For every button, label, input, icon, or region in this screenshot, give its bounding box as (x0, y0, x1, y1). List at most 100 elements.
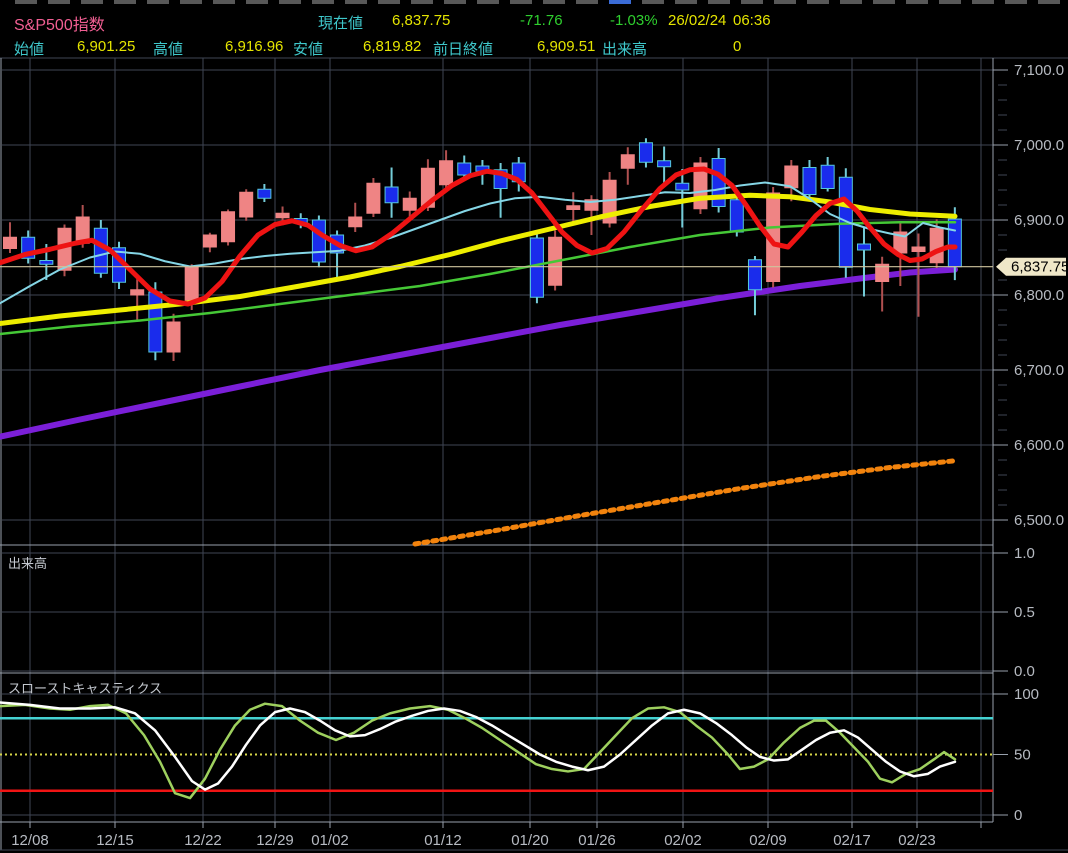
candle-down[interactable] (257, 188, 272, 199)
open-label: 始値 (14, 41, 45, 58)
quote-date: 26/02/24 (668, 12, 727, 29)
stoch-percent-k-line (0, 702, 957, 800)
price-axis-label: 6,900.0 (1014, 212, 1064, 229)
date-axis-label: 12/29 (256, 832, 294, 849)
top-tab[interactable] (378, 0, 400, 4)
candle-up[interactable] (166, 321, 181, 353)
candle-up[interactable] (420, 167, 435, 208)
top-tab[interactable] (279, 0, 301, 4)
top-tab[interactable] (906, 0, 928, 4)
header-volume-value: 0 (733, 38, 742, 55)
stoch-percent-d-line (0, 701, 957, 791)
low-value: 6,819.82 (363, 38, 422, 55)
candle-up[interactable] (584, 199, 599, 211)
instrument-title: S&P500指数 (14, 17, 105, 34)
quote-time: 06:36 (733, 12, 771, 29)
candle-down[interactable] (384, 186, 399, 204)
top-tab[interactable] (741, 0, 763, 4)
top-tab[interactable] (972, 0, 994, 4)
top-tab[interactable] (147, 0, 169, 4)
top-tab[interactable] (477, 0, 499, 4)
top-tab[interactable] (411, 0, 433, 4)
prev-close-value: 6,909.51 (537, 38, 596, 55)
candle-up[interactable] (875, 263, 890, 282)
candle-up[interactable] (439, 160, 454, 186)
top-tab[interactable] (939, 0, 961, 4)
top-tab[interactable] (180, 0, 202, 4)
top-tab[interactable] (642, 0, 664, 4)
top-tab[interactable] (675, 0, 697, 4)
candle-down[interactable] (638, 142, 653, 163)
top-tab[interactable] (576, 0, 598, 4)
candle-down[interactable] (856, 243, 871, 251)
candle-down[interactable] (820, 164, 835, 189)
top-tab[interactable] (543, 0, 565, 4)
open-value: 6,901.25 (77, 38, 136, 55)
candle-up[interactable] (130, 289, 145, 296)
prev-close-label: 前日終値 (433, 41, 494, 58)
top-tab[interactable] (48, 0, 70, 4)
date-axis-label: 01/02 (311, 832, 349, 849)
change-value: -71.76 (520, 12, 563, 29)
price-axis-label: 7,000.0 (1014, 137, 1064, 154)
top-tab[interactable] (873, 0, 895, 4)
top-tab[interactable] (81, 0, 103, 4)
top-tab[interactable] (1005, 0, 1027, 4)
top-tab[interactable] (213, 0, 235, 4)
top-tab[interactable] (246, 0, 268, 4)
candle-down[interactable] (457, 162, 472, 176)
candle-up[interactable] (202, 234, 217, 248)
top-tab[interactable] (345, 0, 367, 4)
date-axis-label: 12/22 (184, 832, 222, 849)
volume-axis-label: 1.0 (1014, 545, 1035, 562)
candle-down[interactable] (802, 167, 817, 195)
volume-pane-title: 出来高 (8, 556, 48, 571)
candle-down[interactable] (675, 182, 690, 191)
candle-down[interactable] (148, 291, 163, 353)
top-tab[interactable] (840, 0, 862, 4)
candle-down[interactable] (657, 160, 672, 168)
candle-up[interactable] (566, 205, 581, 210)
top-tab[interactable] (444, 0, 466, 4)
change-percent: -1.03% (610, 12, 658, 29)
top-tab-active[interactable] (609, 0, 631, 4)
candle-up[interactable] (239, 191, 254, 218)
candle-up[interactable] (911, 246, 926, 252)
candle-up[interactable] (348, 216, 363, 228)
volume-axis-label: 0.5 (1014, 604, 1035, 621)
top-tab[interactable] (1038, 0, 1060, 4)
price-axis-label: 6,600.0 (1014, 437, 1064, 454)
low-label: 安値 (293, 41, 324, 58)
candle-up[interactable] (3, 236, 17, 249)
candle-up[interactable] (366, 182, 381, 214)
candle-down[interactable] (529, 237, 544, 298)
trendline-orange-dotted (412, 458, 958, 547)
candle-down[interactable] (39, 260, 54, 265)
candle-down[interactable] (729, 199, 744, 233)
candle-up[interactable] (275, 212, 290, 219)
candle-up[interactable] (620, 154, 635, 169)
top-tab[interactable] (774, 0, 796, 4)
candle-up[interactable] (184, 266, 199, 301)
top-tab[interactable] (15, 0, 37, 4)
candle-up[interactable] (221, 211, 236, 243)
high-label: 高値 (153, 41, 184, 58)
candle-down[interactable] (747, 259, 762, 291)
top-tab-strip[interactable] (0, 0, 1068, 5)
candle-up[interactable] (784, 165, 799, 189)
top-tab[interactable] (312, 0, 334, 4)
current-price-badge-text: 6,837.75 (1011, 259, 1068, 276)
top-tab[interactable] (708, 0, 730, 4)
top-tab[interactable] (510, 0, 532, 4)
candle-up[interactable] (402, 197, 417, 211)
candle-down[interactable] (947, 218, 962, 268)
date-axis-label: 01/26 (578, 832, 616, 849)
candle-down[interactable] (311, 219, 326, 263)
date-axis-label: 02/23 (898, 832, 936, 849)
header-volume-label: 出来高 (602, 41, 648, 58)
top-tab[interactable] (807, 0, 829, 4)
candle-up[interactable] (929, 227, 944, 264)
top-tab[interactable] (114, 0, 136, 4)
